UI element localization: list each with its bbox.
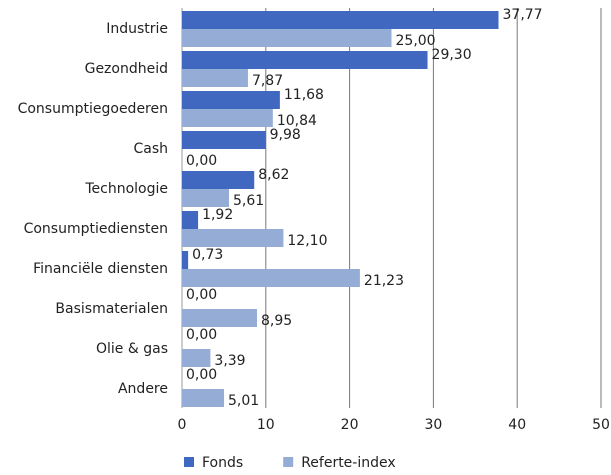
value-label: 29,30 [432,47,472,63]
value-label: 9,98 [270,127,301,143]
value-label: 25,00 [396,33,436,49]
value-label: 0,00 [186,367,217,383]
bar [182,29,392,47]
bar [182,11,499,29]
category-label: Andere [118,381,168,397]
category-label: Consumptiegoederen [18,101,168,117]
value-label: 37,77 [503,7,543,23]
category-label: Olie & gas [96,341,168,357]
bar [182,349,211,367]
bar [182,131,266,149]
bar [182,69,248,87]
category-label: Consumptiediensten [24,221,168,237]
value-label: 7,87 [252,73,283,89]
legend-label: Fonds [202,455,243,471]
x-tick-label: 10 [257,417,275,433]
category-label: Basismaterialen [55,301,168,317]
category-label: Cash [133,141,168,157]
bar [182,229,284,247]
bar [182,251,189,269]
value-label: 8,95 [261,313,292,329]
category-label: Industrie [106,21,168,37]
value-label: 11,68 [284,87,324,103]
x-tick-label: 30 [424,417,442,433]
x-tick-label: 50 [592,417,610,433]
value-label: 0,00 [186,327,217,343]
value-label: 0,73 [192,247,223,263]
value-label: 0,00 [186,153,217,169]
value-label: 21,23 [364,273,404,289]
bar [182,309,258,327]
bar [182,91,280,109]
bar [182,211,199,229]
legend-swatch [283,457,294,467]
bar [182,109,273,127]
category-label: Technologie [84,181,168,197]
x-tick-label: 20 [341,417,359,433]
value-label: 3,39 [214,353,245,369]
bar [182,189,230,207]
value-label: 0,00 [186,287,217,303]
value-label: 12,10 [287,233,327,249]
value-label: 10,84 [277,113,317,129]
category-label: Gezondheid [85,61,168,77]
bar [182,51,428,69]
value-label: 5,01 [228,393,259,409]
value-label: 5,61 [233,193,264,209]
legend-label: Referte-index [301,455,395,471]
value-label: 8,62 [258,167,289,183]
value-label: 1,92 [202,207,233,223]
x-tick-label: 40 [508,417,526,433]
bar [182,389,224,407]
legend-swatch [184,457,194,467]
category-label: Financiële diensten [33,261,168,277]
bar [182,269,360,287]
x-tick-label: 0 [178,417,187,433]
bar [182,171,255,189]
